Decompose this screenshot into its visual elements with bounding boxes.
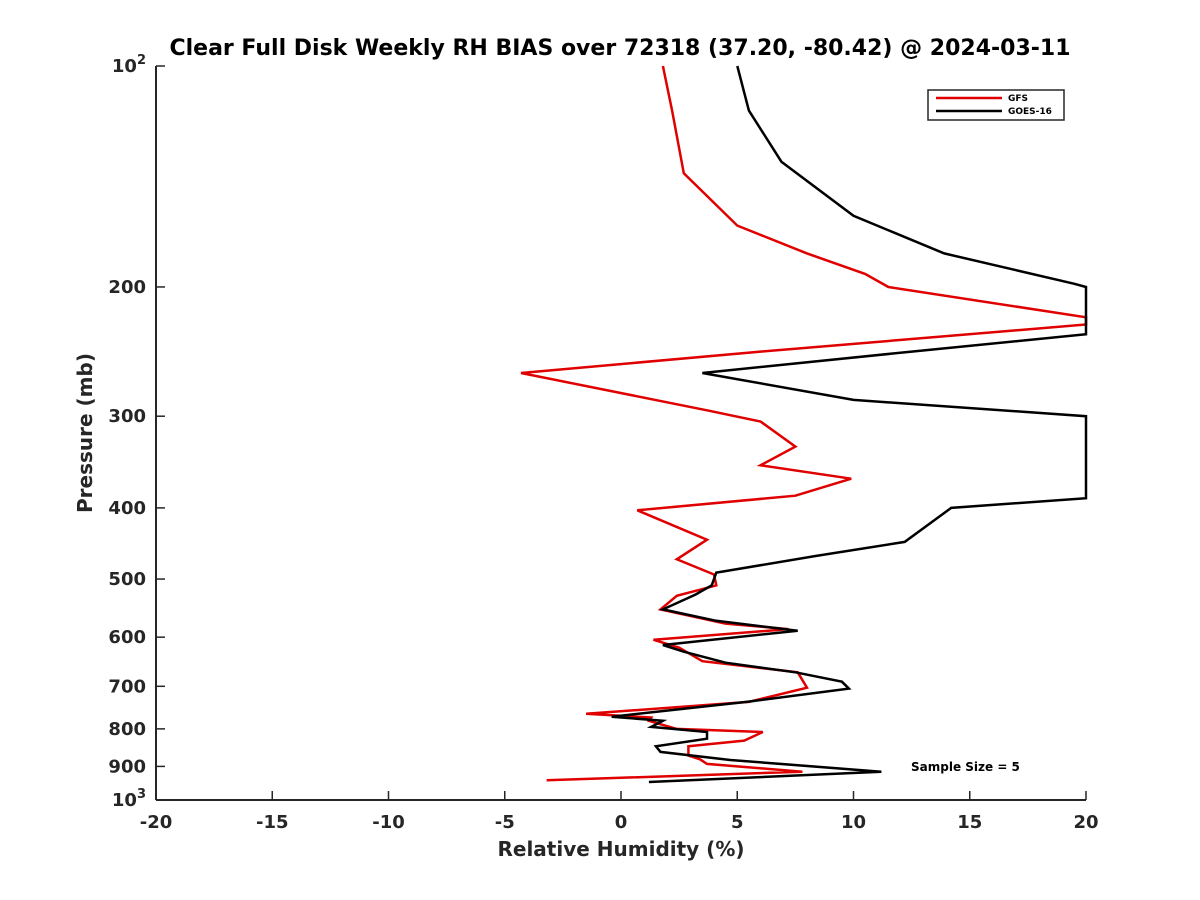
x-axis-label: Relative Humidity (%) — [497, 837, 744, 861]
y-tick-label: 200 — [108, 277, 146, 298]
legend-label-gfs: GFS — [1008, 94, 1028, 104]
x-tick-label: 0 — [615, 812, 628, 833]
x-ticks: -20 -15 -10 -5 0 5 10 15 20 — [140, 791, 1099, 833]
chart-title: Clear Full Disk Weekly RH BIAS over 7231… — [169, 36, 1070, 61]
x-tick-label: 10 — [841, 812, 866, 833]
series-line-goes16 — [611, 65, 1088, 784]
y-axis-label: Pressure (mb) — [73, 353, 97, 513]
y-tick-label: 102 — [112, 53, 146, 77]
x-tick-label: -10 — [372, 812, 405, 833]
x-tick-label: -5 — [495, 812, 515, 833]
y-tick-label: 900 — [108, 756, 146, 777]
y-tick-label: 103 — [112, 787, 146, 811]
axes-layer — [155, 66, 1086, 801]
legend-box — [927, 89, 1065, 121]
y-tick-label: 500 — [108, 569, 146, 590]
x-tick-label: 5 — [731, 812, 744, 833]
sample-size-annotation: Sample Size = 5 — [911, 760, 1020, 774]
y-tick-label: 800 — [108, 719, 146, 740]
y-tick-label: 700 — [108, 676, 146, 697]
y-tick-label: 600 — [108, 627, 146, 648]
x-tick-label: -20 — [140, 812, 173, 833]
x-tick-label: 15 — [957, 812, 982, 833]
legend: GFS GOES-16 — [927, 89, 1065, 121]
legend-label-goes16: GOES-16 — [1008, 107, 1052, 117]
y-ticks: 102 200 300 400 500 600 700 800 900 103 — [108, 53, 165, 811]
series-layer — [520, 65, 1088, 784]
x-tick-label: -15 — [256, 812, 289, 833]
y-tick-label: 400 — [108, 498, 146, 519]
x-tick-label: 20 — [1073, 812, 1098, 833]
y-tick-label: 300 — [108, 406, 146, 427]
